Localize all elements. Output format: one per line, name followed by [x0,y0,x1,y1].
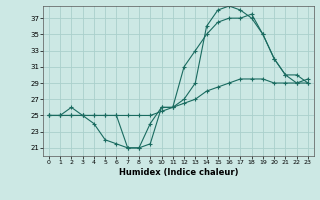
X-axis label: Humidex (Indice chaleur): Humidex (Indice chaleur) [119,168,238,177]
